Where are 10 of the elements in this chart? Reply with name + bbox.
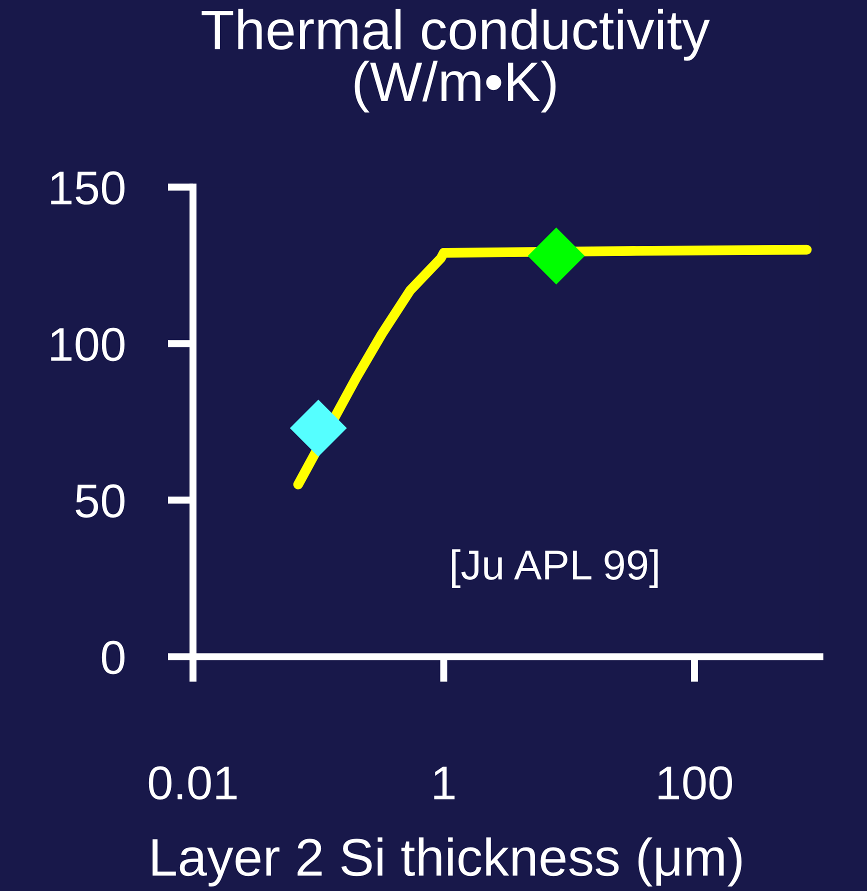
y-tick-label: 150 [51,171,124,205]
y-tick-label: 100 [51,328,124,362]
annotation: [Ju APL 99] [452,549,658,588]
y-tick-label: 50 [76,484,124,518]
x-axis-title: Layer 2 Si thickness (μm) [152,837,742,887]
chart-title: Thermal conductivity (W/m•K) [202,8,710,112]
x-tick-label: 1 [434,766,455,800]
x-tick-label: 100 [658,766,732,800]
y-tick-label: 0 [102,640,124,674]
x-tick-label: 0.01 [148,766,237,800]
